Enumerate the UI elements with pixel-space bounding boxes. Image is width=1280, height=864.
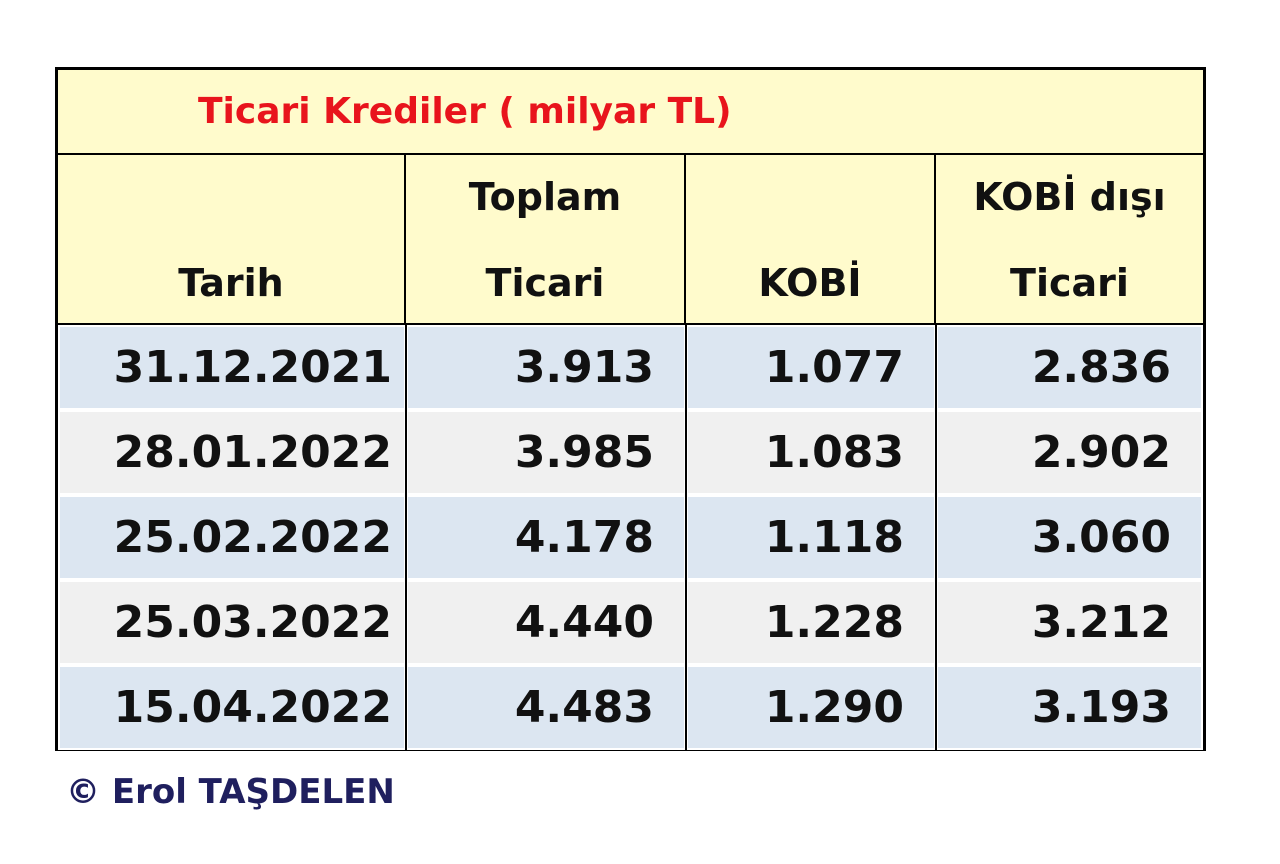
- header-text: Ticari: [485, 261, 605, 305]
- table-cell: 28.01.2022: [58, 410, 406, 495]
- header-text: KOBİ dışı: [973, 175, 1166, 219]
- table-cell: 3.913: [406, 325, 686, 410]
- header-cell: KOBİ: [686, 155, 936, 325]
- table-cell: 1.077: [686, 325, 936, 410]
- table-cell: 15.04.2022: [58, 665, 406, 750]
- header-text: Tarih: [178, 261, 284, 305]
- table-cell: 2.836: [936, 325, 1203, 410]
- header-text: KOBİ: [758, 261, 862, 305]
- header-cell: Toplam Ticari: [406, 155, 686, 325]
- header-text: Toplam: [468, 175, 622, 219]
- table-cell: 3.193: [936, 665, 1203, 750]
- table-cell: 4.178: [406, 495, 686, 580]
- table-cell: 2.902: [936, 410, 1203, 495]
- header-text: Ticari: [1010, 261, 1129, 305]
- table-cell: 1.118: [686, 495, 936, 580]
- column-separator: [685, 325, 687, 750]
- table-cell: 1.290: [686, 665, 936, 750]
- header-cell: Tarih: [58, 155, 406, 325]
- table-title: Ticari Krediler ( milyar TL): [58, 70, 1203, 155]
- column-separator: [935, 325, 937, 750]
- table-cell: 31.12.2021: [58, 325, 406, 410]
- table-cell: 1.083: [686, 410, 936, 495]
- column-separator: [405, 325, 407, 750]
- table-cell: 4.483: [406, 665, 686, 750]
- table-cell: 3.985: [406, 410, 686, 495]
- table: Ticari Krediler ( milyar TL) Tarih Toplam T…: [55, 67, 1206, 751]
- footer: © Erol TAŞDELEN: [66, 772, 395, 812]
- header-cell: KOBİ dışı Ticari: [936, 155, 1203, 325]
- table-cell: 4.440: [406, 580, 686, 665]
- table-cell: 1.228: [686, 580, 936, 665]
- table-cell: 25.02.2022: [58, 495, 406, 580]
- table-cell: 3.060: [936, 495, 1203, 580]
- table-cell: 25.03.2022: [58, 580, 406, 665]
- table-cell: 3.212: [936, 580, 1203, 665]
